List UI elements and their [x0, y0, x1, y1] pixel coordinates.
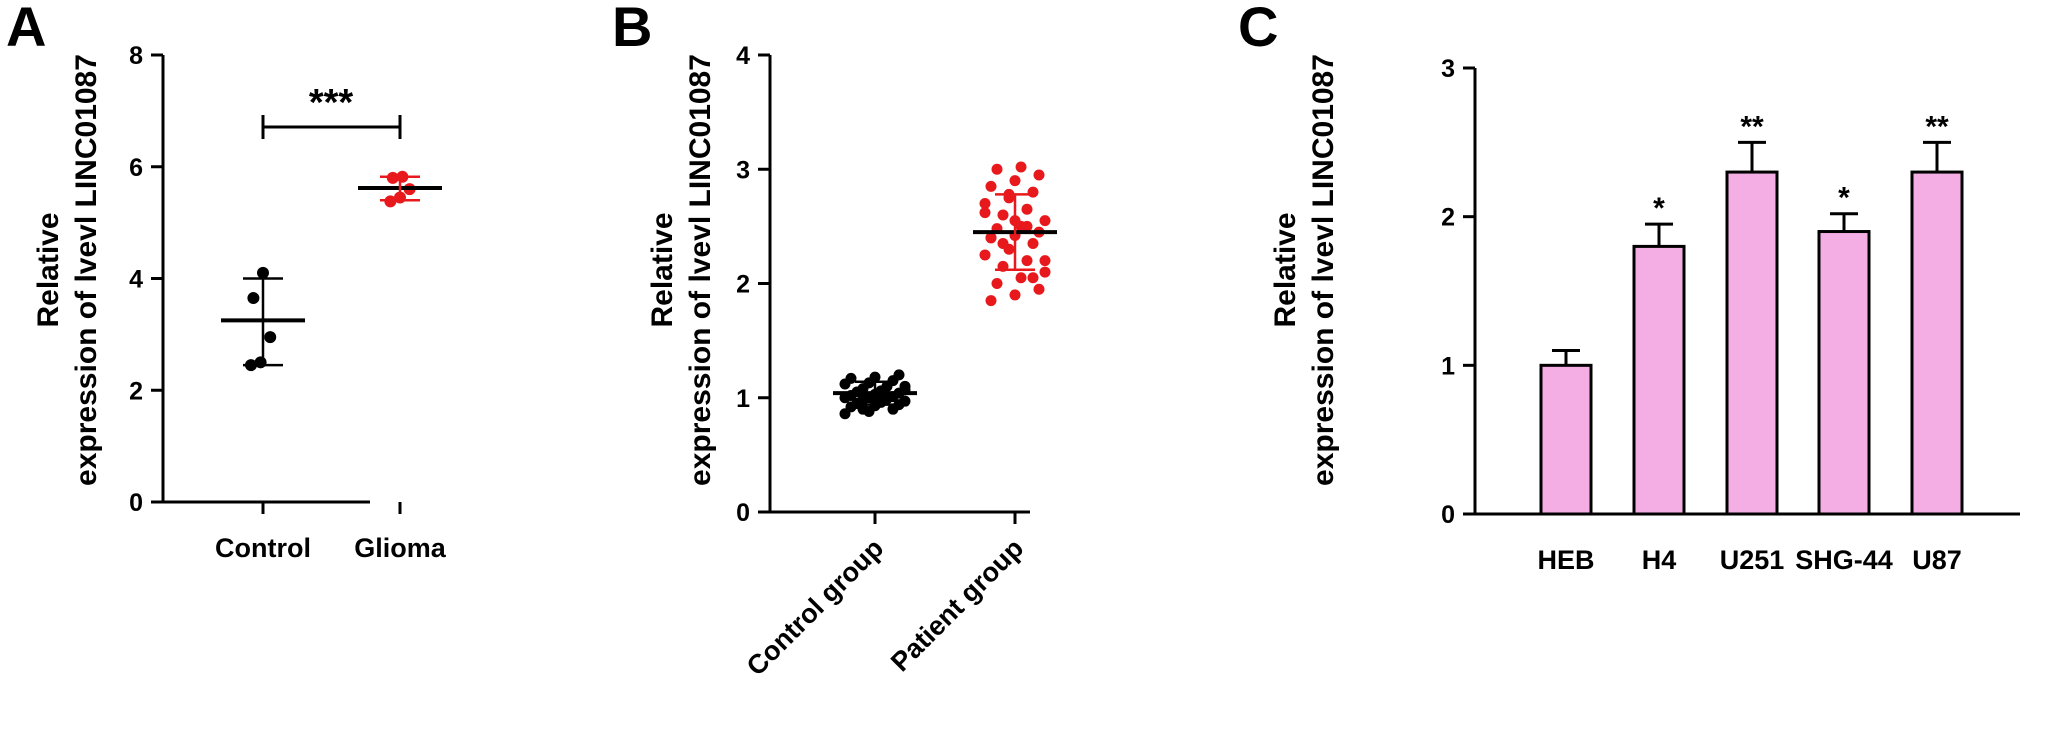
- panel-c-letter: C: [1238, 0, 1278, 58]
- panel-c-plot: 0 1 2 3 HEB H4 * U251 ** SHG-44 * U87 **: [1441, 55, 2020, 575]
- panel-b-category-label: Control group: [741, 533, 889, 681]
- panel-c-ylabel-line1: Relative: [1269, 212, 1302, 327]
- panel-c-category-label: HEB: [1537, 545, 1594, 575]
- panel-b-point-control: [899, 395, 911, 407]
- panel-b-point-case: [997, 238, 1009, 250]
- panel-b-point-case: [1027, 238, 1039, 250]
- panel-a-point-control: [247, 292, 260, 305]
- panel-a-significance-label: ***: [309, 82, 354, 124]
- panel-c-bar: [1725, 170, 1779, 516]
- panel-b-point-case: [1033, 169, 1045, 181]
- panel-c-significance-label: **: [1740, 110, 1764, 143]
- panel-c-significance-label: *: [1653, 192, 1665, 225]
- panel-a-ylabel-line1: Relative: [32, 212, 65, 327]
- panel-b-ytick-label: 1: [736, 385, 750, 413]
- panel-b-ytick-label: 2: [736, 271, 750, 299]
- panel-b-point-case: [1033, 283, 1045, 295]
- panel-b-point-control: [857, 403, 869, 415]
- panel-a-ytick-label: 6: [129, 154, 143, 182]
- panel-c-category-label: U87: [1912, 545, 1962, 575]
- panel-b-point-case: [985, 232, 997, 244]
- panel-a-point-control: [264, 331, 277, 344]
- panel-a-plot: 0 2 4 6 8 Control Glioma ***: [129, 42, 447, 563]
- panel-c-bar: [1632, 244, 1686, 516]
- panel-a-category-label: Glioma: [354, 533, 447, 563]
- panel-c-bar: [1539, 363, 1593, 516]
- panel-b-point-case: [1027, 186, 1039, 198]
- panel-b-ytick-label: 4: [736, 42, 750, 70]
- panel-b-point-case: [1009, 175, 1021, 187]
- panel-b-point-case: [979, 249, 991, 261]
- panel-b-point-control: [869, 371, 881, 383]
- panel-b-ylabel-line1: Relative: [646, 212, 679, 327]
- panel-c-ytick-label: 1: [1441, 352, 1455, 380]
- panel-b-point-case: [1021, 220, 1033, 232]
- panel-b-point-case: [1039, 255, 1051, 267]
- panel-b-point-case: [985, 180, 997, 192]
- panel-c-ytick-label: 0: [1441, 501, 1455, 529]
- panel-c-ytick-label: 2: [1441, 204, 1455, 232]
- panel-b-point-case: [991, 278, 1003, 289]
- panel-b-point-case: [979, 198, 991, 210]
- panel-b-point-case: [985, 295, 997, 307]
- panel-c-category-label: SHG-44: [1795, 545, 1893, 575]
- panel-b-point-case: [1021, 203, 1033, 215]
- panel-b-point-case: [1015, 161, 1027, 173]
- panel-b-point-case: [1039, 215, 1051, 227]
- panel-b-ylabel-line2: expression of lvevl LINC01087: [684, 54, 717, 486]
- panel-c-category-label: U251: [1720, 545, 1785, 575]
- panel-b-ytick-label: 3: [736, 156, 750, 184]
- panel-a-ylabel-line2: expression of lvevl LINC01087: [70, 54, 103, 486]
- panel-c-category-label: H4: [1642, 545, 1677, 575]
- panel-b-point-control: [845, 372, 857, 384]
- panel-c-bar: [1817, 230, 1871, 516]
- panel-b-point-case: [1027, 272, 1039, 284]
- panel-a-point-control: [257, 266, 269, 279]
- panel-a-point-control: [254, 356, 267, 369]
- panel-b-point-case: [1039, 266, 1051, 278]
- panel-b-point-case: [997, 209, 1009, 221]
- panel-b-letter: B: [612, 0, 652, 58]
- panel-c-significance-label: **: [1925, 110, 1949, 143]
- panel-a-ytick-label: 4: [129, 266, 143, 294]
- panel-b-point-case: [1021, 255, 1033, 267]
- panel-a-category-label: Control: [215, 533, 311, 563]
- panel-b-category-label: Patient group: [885, 533, 1029, 677]
- panel-a-letter: A: [6, 0, 46, 58]
- panel-b-point-case: [1009, 289, 1021, 301]
- panel-b-point-case: [979, 207, 991, 219]
- panel-a-ytick-label: 8: [129, 42, 143, 70]
- panel-b-point-case: [1015, 272, 1027, 284]
- panel-b-point-control: [893, 369, 905, 381]
- panel-a-ytick-label: 2: [129, 377, 143, 405]
- panel-c-significance-label: *: [1838, 182, 1850, 215]
- panel-c-ylabel-line2: expression of lvevl LINC01087: [1307, 54, 1340, 486]
- panel-b-point-control: [899, 380, 911, 392]
- panel-c-ytick-label: 3: [1441, 55, 1455, 83]
- panel-b-ytick-label: 0: [736, 499, 750, 527]
- panel-a-ytick-label: 0: [129, 489, 143, 517]
- panel-c-bar: [1910, 170, 1964, 516]
- panel-b-point-case: [991, 163, 1003, 175]
